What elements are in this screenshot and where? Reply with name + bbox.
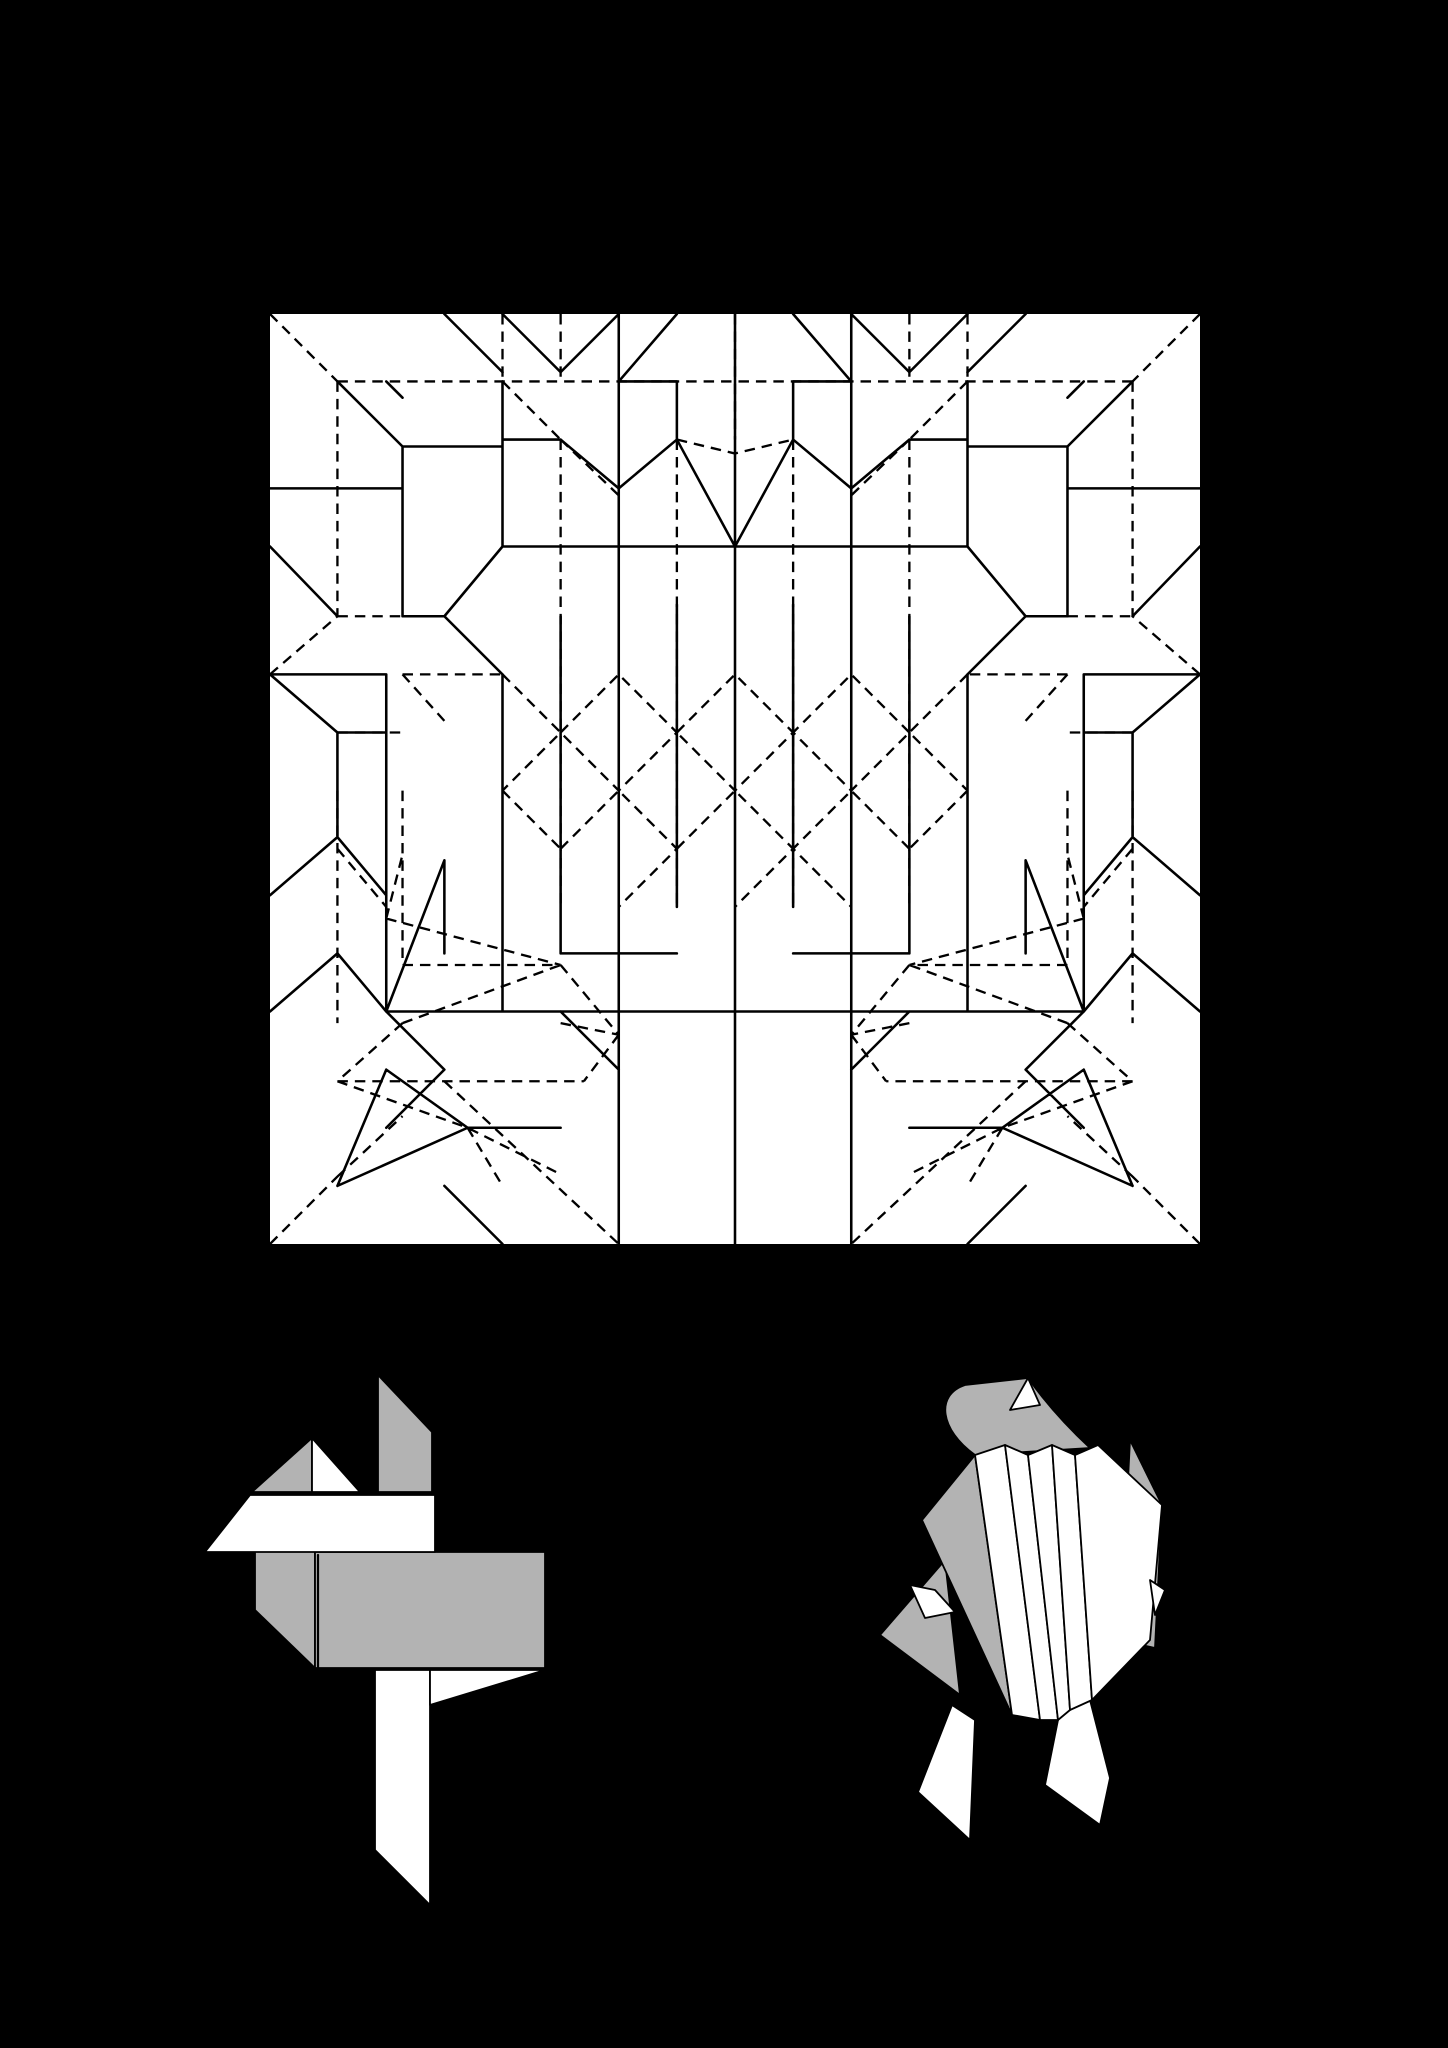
model-right-hand [1149, 1579, 1166, 1616]
folded-base-diagram [204, 1374, 546, 1906]
model-hood-tip [1009, 1377, 1041, 1411]
base-top-right-flap [377, 1374, 433, 1493]
model-right-leg [1044, 1699, 1111, 1826]
mountain-folds [268, 312, 1202, 1246]
model-left-wing [879, 1559, 961, 1696]
finished-model-diagram [879, 1377, 1166, 1841]
model-left-hand [909, 1584, 956, 1619]
base-body-gray [314, 1551, 546, 1669]
base-tail-flap [374, 1669, 431, 1906]
model-body-pleat-5 [1074, 1444, 1163, 1701]
base-tail-point [429, 1669, 546, 1706]
base-top-white-point [311, 1437, 361, 1493]
crease-pattern [268, 312, 1202, 1246]
model-hood [944, 1377, 1091, 1456]
model-left-leg [917, 1704, 976, 1841]
base-white-band [204, 1494, 436, 1553]
